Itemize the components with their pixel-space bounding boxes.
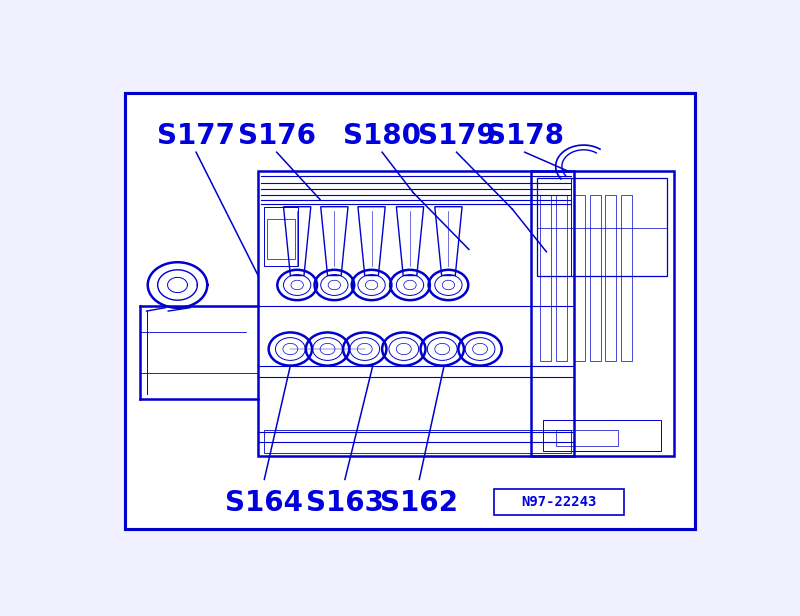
Text: S163: S163 [306, 489, 384, 517]
Text: S164: S164 [226, 489, 303, 517]
Text: S180: S180 [343, 121, 421, 150]
Text: S162: S162 [380, 489, 458, 517]
Text: S179: S179 [418, 121, 495, 150]
Text: N97-22243: N97-22243 [521, 495, 597, 509]
Text: S176: S176 [238, 121, 316, 150]
Text: S178: S178 [486, 121, 564, 150]
Polygon shape [125, 93, 695, 529]
Text: S177: S177 [157, 121, 235, 150]
